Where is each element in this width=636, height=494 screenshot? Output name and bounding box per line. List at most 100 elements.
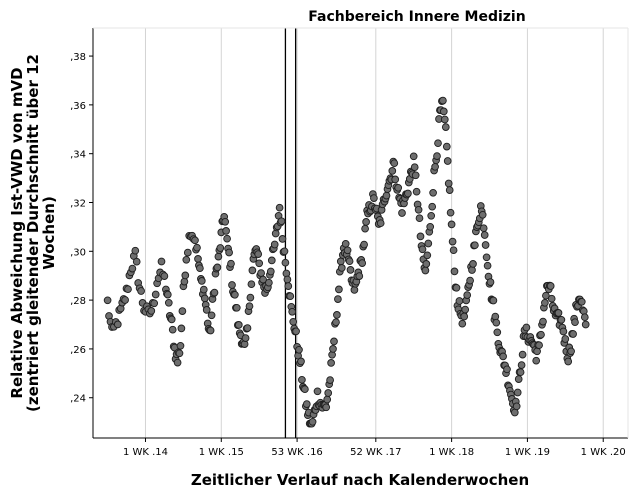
data-point: [468, 266, 476, 274]
data-point: [532, 356, 541, 365]
data-point: [489, 296, 498, 305]
data-point: [181, 271, 190, 280]
data-point: [196, 264, 204, 273]
data-point: [516, 368, 525, 377]
data-point: [513, 388, 522, 397]
data-point: [429, 188, 437, 197]
data-point: [197, 277, 206, 285]
data-point: [376, 219, 385, 228]
data-point: [210, 288, 219, 297]
data-point: [177, 324, 186, 333]
data-point: [433, 152, 441, 160]
data-point: [343, 246, 352, 255]
data-point: [448, 237, 457, 246]
data-point: [355, 272, 364, 280]
data-point: [199, 285, 208, 294]
data-point: [137, 287, 145, 295]
data-point: [416, 232, 425, 241]
y-axis-title-line-1: Relative Abweichung Ist-VWD von mVD: [8, 67, 26, 398]
data-point: [450, 267, 459, 276]
data-point: [478, 210, 487, 219]
data-point: [580, 313, 589, 322]
data-point: [180, 277, 189, 286]
data-point: [335, 285, 343, 294]
data-point: [362, 218, 370, 226]
data-point: [255, 259, 264, 268]
data-point: [176, 341, 185, 350]
data-point: [164, 298, 173, 307]
data-point: [324, 389, 333, 397]
x-tick-label: 1 WK .18: [429, 447, 474, 458]
data-point: [514, 375, 523, 383]
data-point: [147, 307, 156, 315]
data-point: [301, 385, 309, 394]
data-point: [422, 260, 431, 268]
data-point: [157, 257, 166, 266]
data-point: [103, 296, 112, 305]
data-point: [213, 263, 222, 272]
data-point: [194, 255, 202, 263]
data-point: [168, 325, 177, 334]
data-point: [493, 328, 502, 337]
y-tick-label: ,26: [70, 345, 86, 356]
data-point: [382, 191, 391, 200]
data-point: [151, 290, 160, 299]
data-point: [481, 241, 490, 249]
data-point: [167, 315, 176, 324]
data-point: [222, 227, 230, 235]
data-point: [423, 251, 432, 260]
data-point: [128, 264, 137, 273]
data-point: [202, 306, 211, 314]
data-point: [434, 139, 442, 148]
data-point: [404, 189, 412, 198]
data-point: [266, 267, 275, 276]
data-point: [426, 222, 435, 231]
data-point: [486, 278, 495, 286]
data-point: [283, 275, 292, 284]
data-point: [460, 312, 469, 321]
data-point: [206, 326, 215, 335]
data-point: [277, 217, 286, 226]
data-point: [302, 400, 311, 408]
data-point: [191, 236, 199, 245]
data-point: [424, 239, 433, 248]
data-point: [418, 245, 427, 254]
x-tick-label: 53 WK .16: [271, 447, 322, 458]
data-point: [241, 334, 250, 342]
data-point: [322, 403, 331, 412]
data-point: [440, 115, 449, 124]
data-point: [561, 335, 570, 343]
data-point: [466, 276, 474, 285]
data-point: [131, 246, 140, 255]
x-tick-label: 1 WK .15: [199, 447, 244, 458]
y-tick-label: ,34: [70, 150, 86, 161]
data-point: [411, 171, 420, 180]
data-point: [259, 275, 267, 284]
data-point: [581, 320, 590, 329]
data-point: [345, 257, 354, 266]
data-point: [271, 229, 280, 238]
data-point: [289, 317, 298, 326]
x-axis-title: Zeitlicher Verlauf nach Kalenderwochen: [191, 471, 529, 489]
data-point: [332, 318, 340, 327]
data-point: [223, 234, 231, 243]
data-point: [231, 290, 239, 299]
data-point: [270, 240, 279, 249]
data-point: [214, 252, 223, 261]
data-point: [391, 175, 400, 184]
data-point: [499, 352, 507, 361]
data-point: [398, 209, 406, 217]
data-point: [160, 272, 169, 280]
data-point: [200, 294, 209, 303]
data-point: [483, 261, 492, 270]
data-point: [132, 257, 141, 266]
data-point: [394, 183, 403, 192]
data-point: [554, 309, 563, 317]
data-point: [150, 299, 159, 308]
data-point: [479, 224, 488, 233]
data-point: [121, 296, 129, 304]
data-point: [449, 246, 458, 255]
data-point: [333, 311, 341, 319]
y-axis-title-line-2: (zentriert gleitender Durchschnitt über …: [24, 54, 42, 412]
data-point: [113, 320, 122, 329]
